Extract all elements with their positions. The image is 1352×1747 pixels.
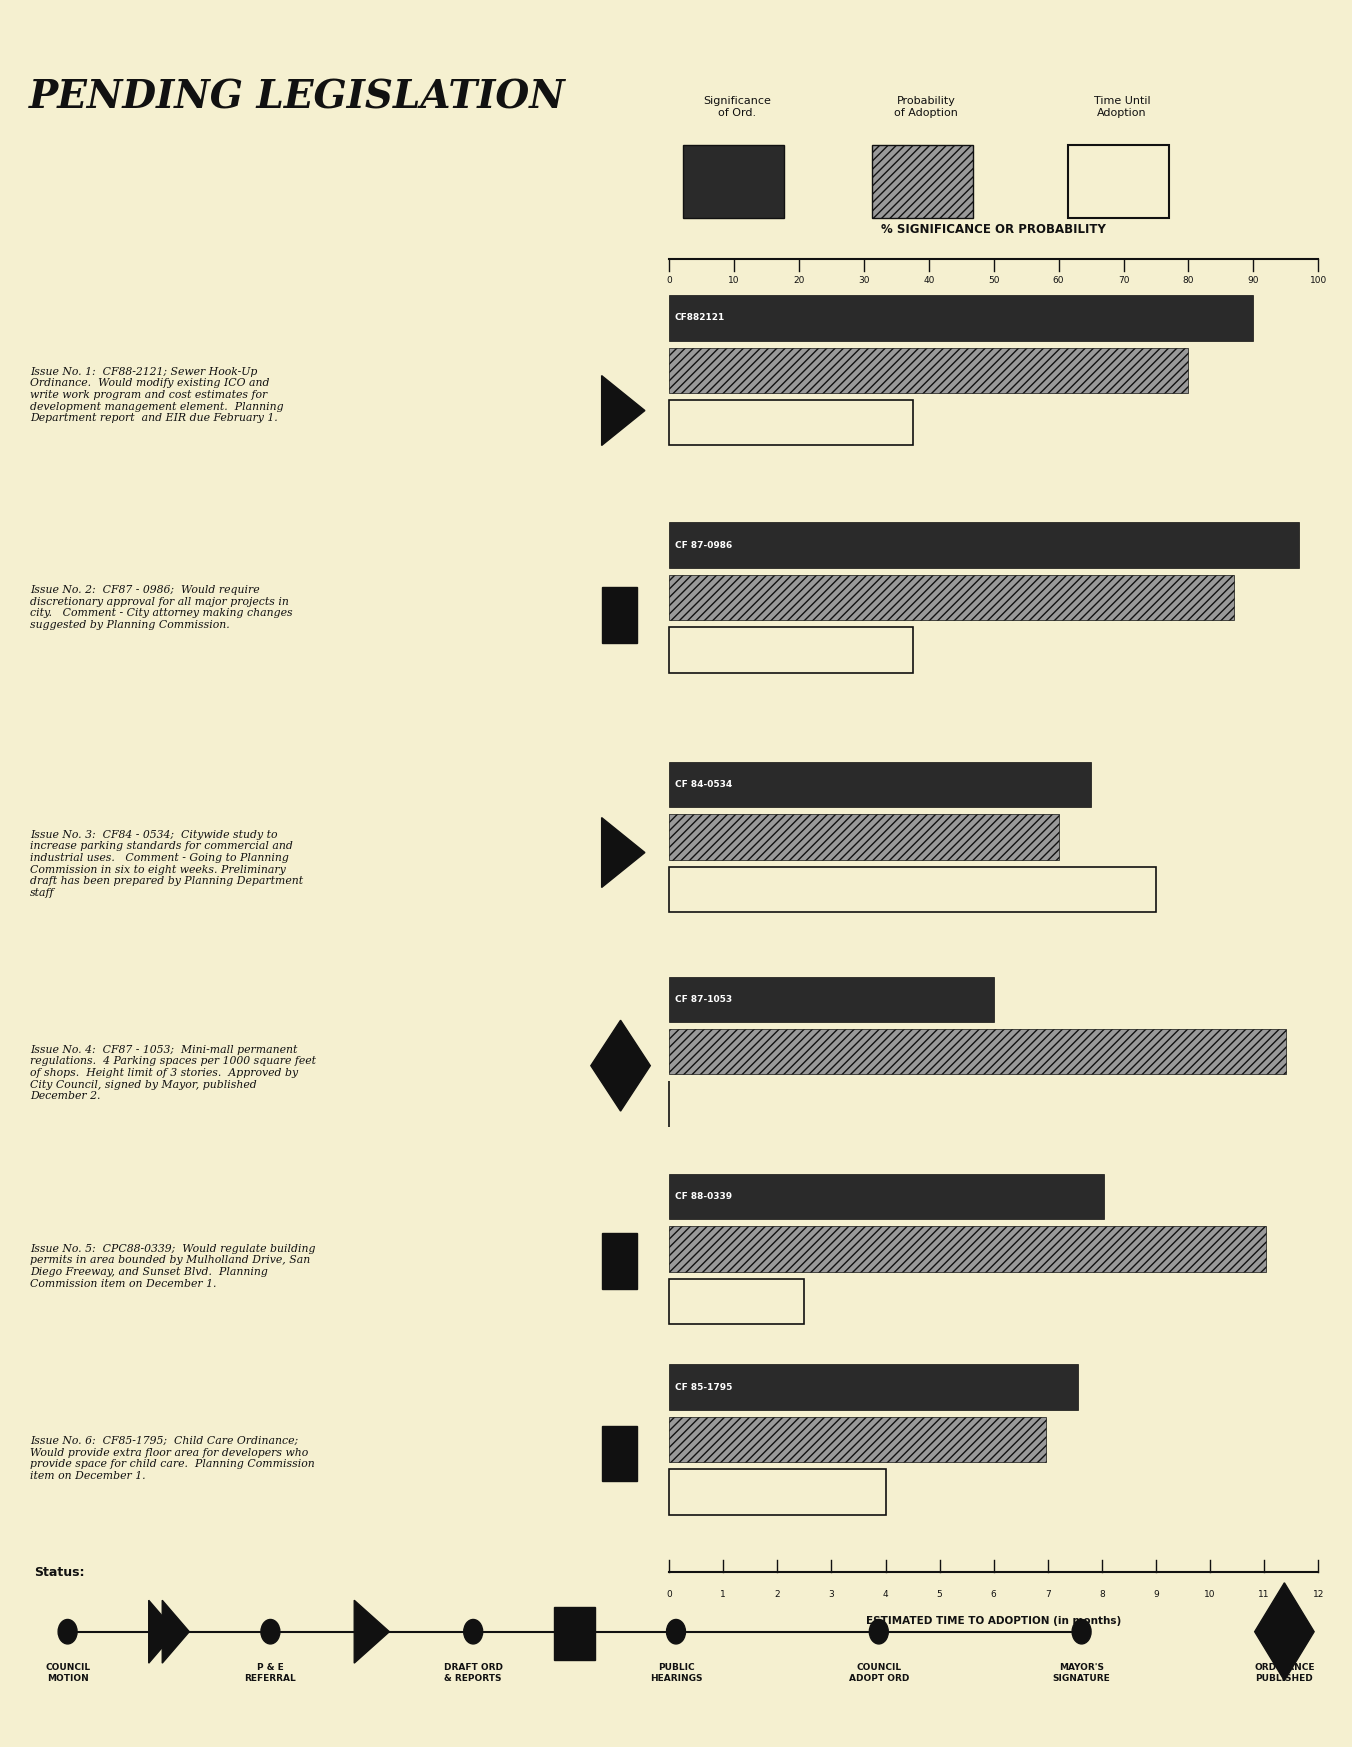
Bar [554,1607,595,1660]
Bar [669,575,1234,620]
Text: Issue No. 4:  CF87 - 1053;  Mini-mall permanent
regulations.  4 Parking spaces p: Issue No. 4: CF87 - 1053; Mini-mall perm… [30,1045,316,1101]
Bar [602,1233,637,1289]
Bar [669,1469,886,1515]
Text: COUNCIL
MOTION: COUNCIL MOTION [45,1663,91,1682]
Text: Significance
of Ord.: Significance of Ord. [703,96,771,117]
Circle shape [1072,1619,1091,1644]
Text: 0: 0 [667,276,672,285]
Text: CF 87-0986: CF 87-0986 [675,540,731,550]
Text: CF 87-1053: CF 87-1053 [675,994,731,1005]
Bar [872,145,973,218]
Bar [669,762,1091,807]
Text: MAYOR'S
SIGNATURE: MAYOR'S SIGNATURE [1053,1663,1110,1682]
Circle shape [464,1619,483,1644]
Text: 80: 80 [1183,276,1194,285]
Bar [602,1426,637,1481]
Text: 4: 4 [883,1590,888,1599]
Text: DRAFT ORD
& REPORTS: DRAFT ORD & REPORTS [443,1663,503,1682]
Text: % SIGNIFICANCE OR PROBABILITY: % SIGNIFICANCE OR PROBABILITY [882,224,1106,236]
Circle shape [58,1619,77,1644]
Bar [669,522,1299,568]
Text: CF 85-1795: CF 85-1795 [675,1382,731,1392]
Text: CF882121: CF882121 [675,313,725,323]
Text: Issue No. 2:  CF87 - 0986;  Would require
discretionary approval for all major p: Issue No. 2: CF87 - 0986; Would require … [30,585,292,631]
Text: 9: 9 [1153,1590,1159,1599]
Text: 8: 8 [1099,1590,1105,1599]
Polygon shape [602,818,645,887]
Text: 50: 50 [988,276,999,285]
Polygon shape [1255,1583,1314,1681]
Polygon shape [162,1600,189,1663]
Bar [669,1364,1078,1410]
Text: 7: 7 [1045,1590,1051,1599]
Text: 40: 40 [923,276,934,285]
Text: CF 88-0339: CF 88-0339 [675,1191,731,1202]
Text: PENDING LEGISLATION: PENDING LEGISLATION [28,79,566,117]
Bar [669,814,1059,860]
Text: Status:: Status: [34,1567,84,1579]
Text: Issue No. 1:  CF88-2121; Sewer Hook-Up
Ordinance.  Would modify existing ICO and: Issue No. 1: CF88-2121; Sewer Hook-Up Or… [30,367,284,423]
Text: 90: 90 [1248,276,1259,285]
Polygon shape [591,1020,650,1111]
Text: 60: 60 [1053,276,1064,285]
Bar [669,1417,1045,1462]
Bar [669,295,1253,341]
Text: Probability
of Adoption: Probability of Adoption [894,96,959,117]
Text: Time Until
Adoption: Time Until Adoption [1094,96,1151,117]
Bar [669,867,1156,912]
Bar [602,587,637,643]
Text: 10: 10 [1205,1590,1215,1599]
Text: 11: 11 [1259,1590,1270,1599]
Circle shape [1275,1619,1294,1644]
Text: Issue No. 5:  CPC88-0339;  Would regulate building
permits in area bounded by Mu: Issue No. 5: CPC88-0339; Would regulate … [30,1244,315,1289]
Text: Issue No. 3:  CF84 - 0534;  Citywide study to
increase parking standards for com: Issue No. 3: CF84 - 0534; Citywide study… [30,830,303,898]
Text: 3: 3 [829,1590,834,1599]
Bar [669,1029,1286,1074]
Circle shape [261,1619,280,1644]
Text: 5: 5 [937,1590,942,1599]
Bar [669,1279,804,1324]
Text: CF 84-0534: CF 84-0534 [675,779,731,790]
Text: P & E
REFERRAL: P & E REFERRAL [245,1663,296,1682]
Text: 2: 2 [775,1590,780,1599]
Text: ORDINANCE
PUBLISHED: ORDINANCE PUBLISHED [1255,1663,1314,1682]
Bar [669,348,1188,393]
Bar [669,627,913,673]
Bar [669,977,994,1022]
Bar [1068,145,1169,218]
Text: Issue No. 6:  CF85-1795;  Child Care Ordinance;
Would provide extra floor area f: Issue No. 6: CF85-1795; Child Care Ordin… [30,1436,315,1481]
Text: 100: 100 [1310,276,1326,285]
Text: 10: 10 [729,276,740,285]
Polygon shape [602,376,645,445]
Bar [669,1174,1105,1219]
Bar [683,145,784,218]
Text: PUBLIC
HEARINGS: PUBLIC HEARINGS [650,1663,702,1682]
Text: 1: 1 [721,1590,726,1599]
Bar [669,400,913,445]
Text: ESTIMATED TIME TO ADOPTION (in months): ESTIMATED TIME TO ADOPTION (in months) [867,1616,1121,1626]
Bar [669,1226,1267,1272]
Polygon shape [354,1600,389,1663]
Circle shape [667,1619,685,1644]
Text: COUNCIL
ADOPT ORD: COUNCIL ADOPT ORD [849,1663,909,1682]
Text: 12: 12 [1313,1590,1324,1599]
Text: 6: 6 [991,1590,996,1599]
Circle shape [869,1619,888,1644]
Text: 20: 20 [794,276,804,285]
Polygon shape [149,1600,176,1663]
Text: 70: 70 [1118,276,1129,285]
Text: 0: 0 [667,1590,672,1599]
Text: 30: 30 [859,276,869,285]
